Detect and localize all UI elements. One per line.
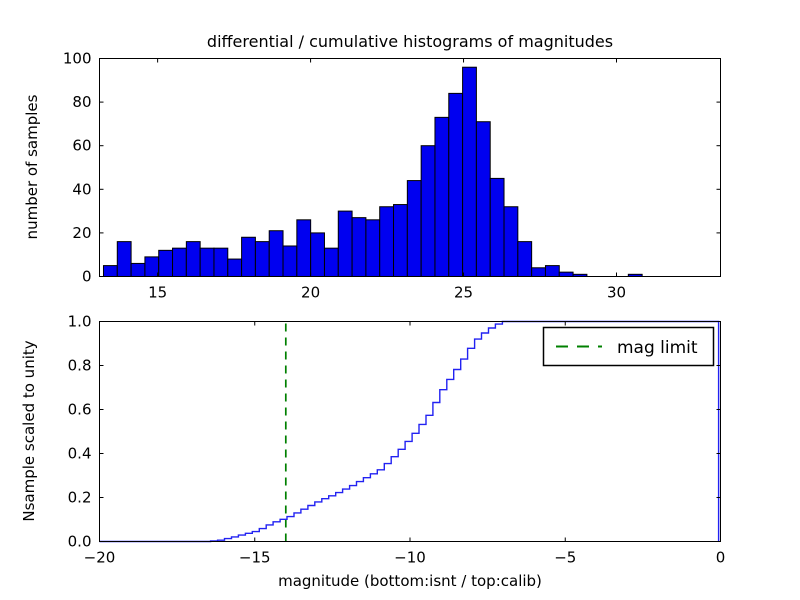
histogram-bar bbox=[323, 247, 339, 278]
legend-label: mag limit bbox=[617, 338, 698, 358]
bottom-plot-y-tick-label: 0.8 bbox=[68, 357, 92, 375]
bottom-plot-x-tick-label: −20 bbox=[84, 549, 116, 567]
bottom-plot-y-tick-label: 0.6 bbox=[68, 401, 92, 419]
histogram-bar bbox=[558, 271, 574, 278]
top-plot-x-tick-label: 30 bbox=[607, 284, 626, 302]
top-plot-x-tick-label: 15 bbox=[148, 284, 167, 302]
bottom-plot-x-tick-label: 0 bbox=[716, 549, 726, 567]
top-plot-y-tick-label: 60 bbox=[72, 137, 91, 155]
histogram-bar bbox=[351, 217, 367, 277]
histogram-bar bbox=[462, 66, 477, 277]
histogram-bar bbox=[296, 219, 312, 278]
histogram-bar bbox=[420, 145, 436, 277]
histogram-bar bbox=[531, 267, 546, 277]
legend-box bbox=[542, 326, 715, 367]
legend: mag limit bbox=[542, 326, 715, 367]
histogram-bar bbox=[130, 262, 146, 278]
histogram-bar bbox=[393, 204, 408, 277]
bottom-plot-x-tick-label: −10 bbox=[394, 549, 426, 567]
histogram-bar bbox=[379, 206, 395, 278]
bottom-plot-x-tick-label: −5 bbox=[554, 549, 576, 567]
histogram-bar bbox=[406, 180, 422, 277]
bottom-plot-y-tick-label: 0.0 bbox=[68, 533, 92, 551]
histogram-bar bbox=[268, 230, 284, 277]
top-plot-y-tick-label: 80 bbox=[72, 93, 91, 111]
top-plot-x-tick-label: 20 bbox=[301, 284, 320, 302]
top-y-axis-label: number of samples bbox=[23, 94, 41, 239]
histogram-bar bbox=[158, 249, 174, 277]
histogram-bar bbox=[116, 241, 132, 277]
top-plot-y-tick-label: 20 bbox=[72, 224, 91, 242]
histogram-bar bbox=[434, 116, 450, 277]
x-axis-label: magnitude (bottom:isnt / top:calib) bbox=[278, 572, 542, 590]
histogram-bar bbox=[544, 265, 560, 278]
histogram-bar bbox=[172, 247, 187, 278]
charts-layer: 15 20 25 30 0 20 40 60 80 100 −20 −15 −10 −5 0 0.0 0.2 0.… bbox=[63, 50, 725, 567]
histogram-bar bbox=[489, 177, 505, 277]
histogram-bar bbox=[199, 247, 215, 278]
histogram-bar bbox=[144, 256, 160, 278]
bottom-plot-x-tick-label: −15 bbox=[239, 549, 271, 567]
histogram-bar bbox=[185, 241, 201, 277]
histogram-bar bbox=[227, 258, 243, 277]
histogram-bar bbox=[213, 247, 229, 278]
bottom-plot-y-tick-label: 0.2 bbox=[68, 489, 92, 507]
histogram-bar bbox=[254, 241, 270, 277]
top-plot-spines bbox=[99, 58, 721, 277]
bottom-y-axis-label: Nsample scaled to unity bbox=[20, 340, 38, 521]
bottom-plot-y-tick-label: 1.0 bbox=[68, 313, 92, 331]
histogram-bar bbox=[102, 265, 118, 278]
histogram-bar bbox=[282, 245, 298, 277]
histogram-bar bbox=[475, 121, 491, 277]
histogram-bar bbox=[365, 219, 381, 278]
histogram-bar bbox=[310, 232, 325, 277]
histogram-bar bbox=[337, 210, 353, 278]
histogram-bar bbox=[448, 92, 464, 277]
top-plot-y-tick-label: 40 bbox=[72, 180, 91, 198]
top-plot-y-tick-label: 0 bbox=[82, 268, 92, 286]
histogram-bar bbox=[503, 206, 519, 278]
bottom-plot-spines bbox=[99, 321, 721, 542]
histogram-bar bbox=[517, 241, 533, 277]
top-plot-x-tick-label: 25 bbox=[454, 284, 473, 302]
figure-title: differential / cumulative histograms of … bbox=[207, 32, 613, 51]
histogram-bar bbox=[241, 236, 256, 277]
bottom-plot-y-tick-label: 0.4 bbox=[68, 445, 92, 463]
top-plot-y-tick-label: 100 bbox=[63, 50, 92, 68]
